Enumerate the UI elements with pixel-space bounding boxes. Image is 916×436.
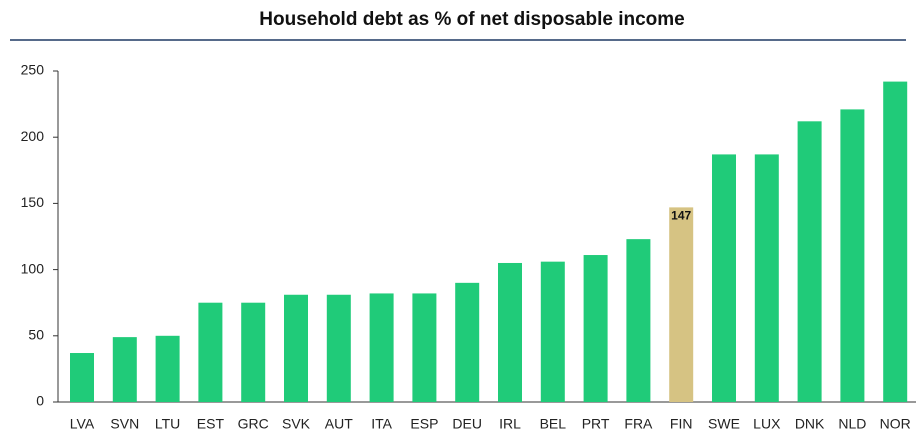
- x-tick-label: ESP: [410, 416, 438, 432]
- x-tick-label: LVA: [70, 416, 95, 432]
- bar: [70, 353, 94, 402]
- y-tick-label: 200: [21, 128, 45, 144]
- bar: [797, 121, 822, 402]
- x-tick-label: SVK: [282, 416, 311, 432]
- x-tick-label: SWE: [708, 416, 740, 432]
- bar: [754, 154, 779, 402]
- x-tick-label: EST: [197, 416, 225, 432]
- bar: [669, 207, 694, 402]
- bar: [840, 109, 865, 403]
- bar: [412, 293, 437, 402]
- bar: [284, 294, 308, 402]
- x-tick-label: NOR: [880, 416, 911, 432]
- bar: [883, 81, 908, 402]
- x-tick-label: SVN: [110, 416, 139, 432]
- x-tick-label: FRA: [624, 416, 653, 432]
- x-tick-label: DNK: [795, 416, 825, 432]
- x-tick-label: IRL: [499, 416, 521, 432]
- x-tick-label: DEU: [452, 416, 482, 432]
- x-tick-label: AUT: [325, 416, 353, 432]
- y-tick-label: 250: [21, 62, 45, 78]
- bar: [712, 154, 736, 402]
- x-tick-label: FIN: [670, 416, 693, 432]
- x-tick-label: LUX: [753, 416, 781, 432]
- data-label: 147: [671, 209, 691, 223]
- y-tick-label: 100: [21, 260, 45, 276]
- x-tick-label: PRT: [582, 416, 610, 432]
- bar: [326, 294, 351, 402]
- bar: [583, 255, 608, 402]
- bar: [369, 293, 394, 402]
- y-tick-label: 0: [36, 393, 44, 409]
- y-tick-label: 150: [21, 194, 45, 210]
- bar: [626, 239, 651, 402]
- x-tick-label: BEL: [540, 416, 567, 432]
- y-tick-label: 50: [28, 327, 44, 343]
- bar: [455, 282, 480, 402]
- bar: [498, 262, 522, 402]
- x-tick-label: GRC: [238, 416, 269, 432]
- bar: [540, 261, 565, 402]
- x-tick-label: ITA: [371, 416, 392, 432]
- bar: [112, 337, 137, 402]
- chart-title: Household debt as % of net disposable in…: [259, 9, 684, 30]
- bar: [241, 302, 266, 402]
- x-tick-label: NLD: [838, 416, 866, 432]
- x-tick-label: LTU: [155, 416, 180, 432]
- bar: [155, 335, 180, 402]
- bar: [198, 302, 223, 402]
